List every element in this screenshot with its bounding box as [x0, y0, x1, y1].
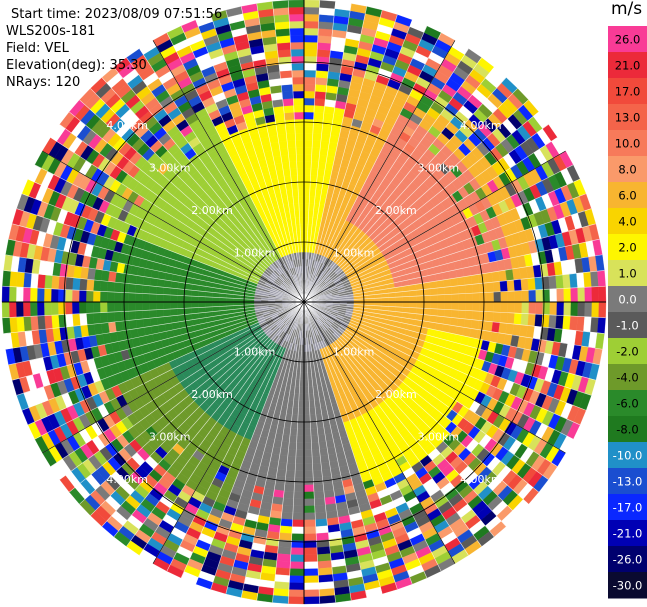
colorbar-swatch [608, 494, 647, 521]
range-ring-label: 3.00km [149, 162, 191, 175]
elevation-label: Elevation(deg): 35.30 [6, 58, 147, 73]
colorbar-tick-label: 4.0 [618, 215, 636, 229]
colorbar-swatch [608, 364, 647, 391]
colorbar-tick-label: -26.0 [613, 553, 643, 567]
range-ring-label: 4.00km [106, 119, 148, 132]
colorbar-unit-label: m/s [611, 0, 643, 19]
colorbar-swatch [608, 520, 647, 547]
range-ring-label: 4.00km [106, 473, 148, 486]
colorbar-swatch [608, 182, 647, 209]
range-ring-label: 2.00km [191, 204, 233, 217]
range-ring-label: 4.00km [460, 119, 502, 132]
azimuth-spoke [303, 301, 456, 564]
colorbar-tick-label: 17.0 [615, 85, 641, 99]
field-label: Field: VEL [6, 41, 69, 56]
start-time-label: Start time: 2023/08/09 07:51:56 [11, 7, 223, 22]
instrument-label: WLS200s-181 [6, 24, 96, 39]
colorbar-tick-label: -10.0 [613, 449, 643, 463]
colorbar-tick-label: -21.0 [613, 527, 643, 541]
ppi-gates [1, 0, 607, 605]
azimuth-spoke [303, 301, 566, 454]
colorbar-tick-label: -1.0 [616, 319, 638, 333]
colorbar-swatch [608, 208, 647, 235]
azimuth-spoke [303, 150, 566, 303]
colorbar-swatch [608, 260, 647, 287]
range-ring-label: 3.00km [418, 162, 460, 175]
colorbar: 26.0 21.0 17.0 13.0 10.0 8.0 6.0 4.0 2.0 1.0 0.0 -1… [608, 26, 647, 599]
colorbar-tick-label: 1.0 [618, 267, 636, 281]
colorbar-swatch [608, 78, 647, 105]
colorbar-tick-label: -6.0 [616, 397, 638, 411]
colorbar-swatch [608, 130, 647, 157]
colorbar-tick-label: 21.0 [615, 59, 641, 73]
azimuth-spoke [303, 40, 456, 303]
colorbar-tick-label: -2.0 [616, 345, 638, 359]
range-ring-label: 2.00km [191, 388, 233, 401]
range-ring-label: 1.00km [234, 247, 276, 260]
ppi-velocity-plot: 1.00km 2.00km 3.00km 4.00km 1.00km 2.00km 3.00… [1, 0, 607, 605]
colorbar-swatch [608, 468, 647, 495]
colorbar-swatch [608, 104, 647, 131]
colorbar-tick-label: -13.0 [613, 475, 643, 489]
colorbar-tick-label: 0.0 [618, 293, 636, 307]
azimuth-spoke [42, 301, 305, 454]
colorbar-swatch [608, 572, 647, 599]
colorbar-swatch [608, 416, 647, 443]
range-ring-label: 2.00km [375, 204, 417, 217]
colorbar-swatch [608, 52, 647, 79]
range-ring-label: 1.00km [333, 345, 375, 358]
colorbar-swatch [608, 286, 647, 313]
colorbar-swatch [608, 546, 647, 573]
colorbar-swatch [608, 234, 647, 261]
colorbar-swatch [608, 26, 647, 53]
azimuth-spoke [152, 301, 305, 564]
colorbar-tick-label: -8.0 [616, 423, 638, 437]
range-rings [2, 0, 606, 604]
range-ring-label: 1.00km [234, 345, 276, 358]
colorbar-swatch [608, 442, 647, 469]
colorbar-swatch [608, 156, 647, 183]
nrays-label: NRays: 120 [6, 75, 81, 90]
range-ring-label: 3.00km [418, 430, 460, 443]
colorbar-tick-label: -17.0 [613, 501, 643, 515]
colorbar-tick-label: -4.0 [616, 371, 638, 385]
colorbar-tick-label: 10.0 [615, 137, 641, 151]
azimuth-spoke [152, 40, 305, 303]
colorbar-swatch [608, 390, 647, 417]
colorbar-tick-label: 13.0 [615, 111, 641, 125]
range-ring-label: 3.00km [149, 430, 191, 443]
colorbar-swatch [608, 312, 647, 339]
range-ring-label: 4.00km [460, 473, 502, 486]
colorbar-tick-label: -30.0 [613, 579, 643, 593]
range-ring-label: 1.00km [333, 247, 375, 260]
range-ring-label: 2.00km [375, 388, 417, 401]
colorbar-tick-label: 26.0 [615, 33, 641, 47]
info-panel: Start time: 2023/08/09 07:51:56 WLS200s-… [6, 6, 222, 91]
colorbar-swatch [608, 338, 647, 365]
azimuth-spoke [42, 150, 305, 303]
colorbar-tick-label: 2.0 [618, 241, 636, 255]
colorbar-tick-label: 6.0 [618, 189, 636, 203]
colorbar-tick-label: 8.0 [618, 163, 636, 177]
